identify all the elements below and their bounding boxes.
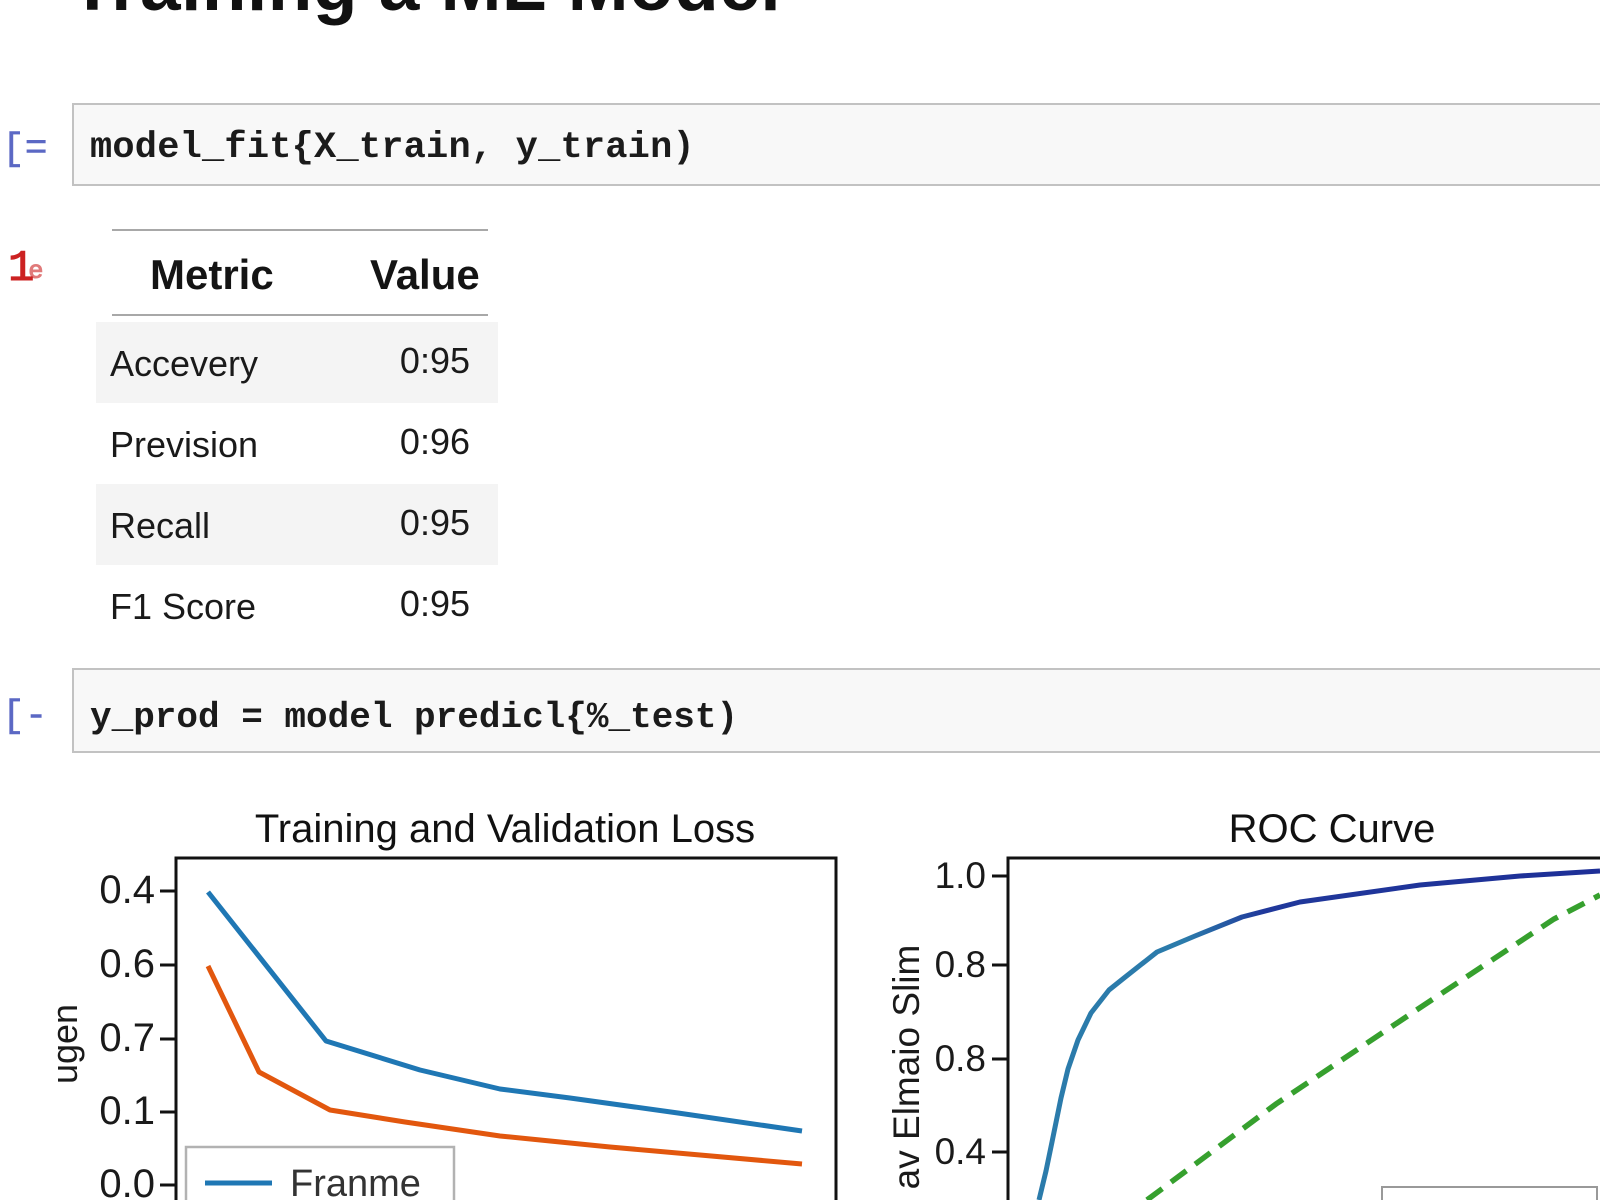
- svg-text:0.8: 0.8: [935, 944, 986, 985]
- svg-text:ROC Curve: ROC Curve: [1229, 807, 1436, 851]
- svg-text:1.0: 1.0: [935, 855, 986, 896]
- svg-text:Franme: Franme: [290, 1163, 421, 1200]
- svg-text:0.1: 0.1: [99, 1089, 155, 1133]
- svg-text:0.4: 0.4: [935, 1131, 986, 1172]
- svg-text:Training and Validation Loss: Training and Validation Loss: [255, 807, 755, 851]
- svg-text:0.7: 0.7: [99, 1016, 155, 1060]
- svg-text:0.8: 0.8: [935, 1038, 986, 1079]
- svg-text:av Elmaio Slim: av Elmaio Slim: [886, 945, 927, 1190]
- svg-text:0.6: 0.6: [99, 942, 155, 986]
- svg-text:0.4: 0.4: [99, 868, 155, 912]
- svg-text:ugen: ugen: [44, 1004, 85, 1084]
- svg-text:0.0: 0.0: [99, 1162, 155, 1200]
